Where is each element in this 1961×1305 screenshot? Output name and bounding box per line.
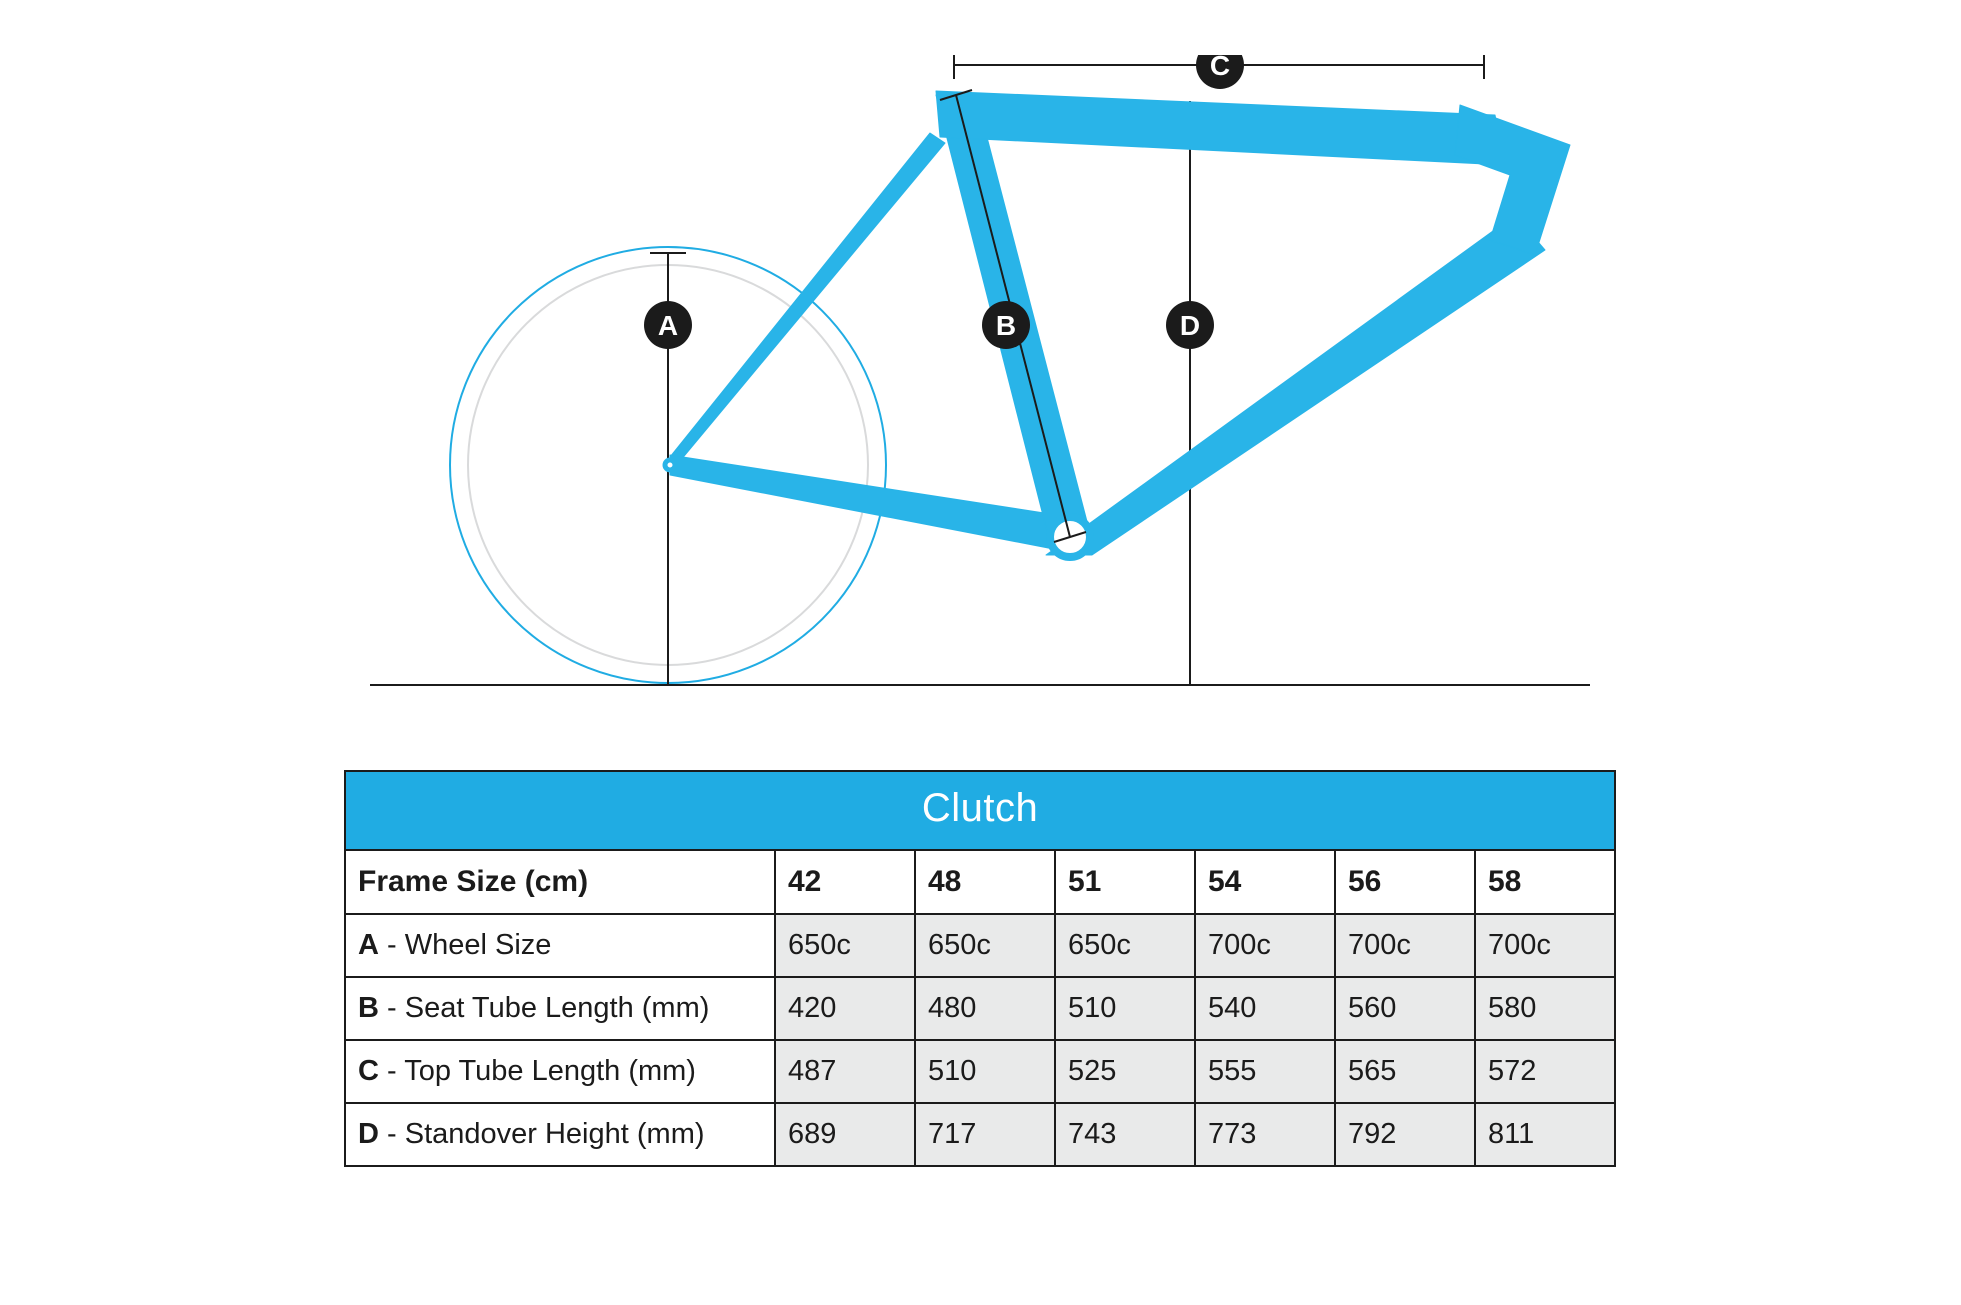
- bike-geometry-diagram: A B C D: [370, 55, 1590, 695]
- val-B-0: 420: [775, 977, 915, 1040]
- val-B-4: 560: [1335, 977, 1475, 1040]
- columns-header-label: Frame Size (cm): [345, 850, 775, 914]
- table-row: B - Seat Tube Length (mm) 420 480 510 54…: [345, 977, 1615, 1040]
- badge-B: B: [982, 301, 1030, 349]
- badge-C: C: [1196, 55, 1244, 89]
- svg-text:A: A: [658, 310, 678, 341]
- svg-text:D: D: [1180, 310, 1200, 341]
- size-col-5: 58: [1475, 850, 1615, 914]
- size-col-2: 51: [1055, 850, 1195, 914]
- val-C-0: 487: [775, 1040, 915, 1103]
- badge-D: D: [1166, 301, 1214, 349]
- table-row: A - Wheel Size 650c 650c 650c 700c 700c …: [345, 914, 1615, 977]
- geometry-table: Clutch Frame Size (cm) 42 48 51 54 56 58…: [344, 770, 1614, 1167]
- val-C-5: 572: [1475, 1040, 1615, 1103]
- size-col-0: 42: [775, 850, 915, 914]
- table-title: Clutch: [345, 771, 1615, 850]
- val-C-1: 510: [915, 1040, 1055, 1103]
- badge-A: A: [644, 301, 692, 349]
- val-D-0: 689: [775, 1103, 915, 1166]
- val-B-2: 510: [1055, 977, 1195, 1040]
- val-A-0: 650c: [775, 914, 915, 977]
- val-D-2: 743: [1055, 1103, 1195, 1166]
- val-B-1: 480: [915, 977, 1055, 1040]
- val-A-3: 700c: [1195, 914, 1335, 977]
- svg-text:B: B: [996, 310, 1016, 341]
- table-row: C - Top Tube Length (mm) 487 510 525 555…: [345, 1040, 1615, 1103]
- row-label-B: B - Seat Tube Length (mm): [345, 977, 775, 1040]
- val-D-1: 717: [915, 1103, 1055, 1166]
- val-D-4: 792: [1335, 1103, 1475, 1166]
- svg-text:C: C: [1210, 55, 1230, 81]
- size-col-3: 54: [1195, 850, 1335, 914]
- val-B-3: 540: [1195, 977, 1335, 1040]
- row-label-C: C - Top Tube Length (mm): [345, 1040, 775, 1103]
- table-row: D - Standover Height (mm) 689 717 743 77…: [345, 1103, 1615, 1166]
- row-label-A: A - Wheel Size: [345, 914, 775, 977]
- size-col-1: 48: [915, 850, 1055, 914]
- val-A-5: 700c: [1475, 914, 1615, 977]
- val-A-2: 650c: [1055, 914, 1195, 977]
- bike-frame: [663, 91, 1570, 557]
- size-col-4: 56: [1335, 850, 1475, 914]
- val-C-2: 525: [1055, 1040, 1195, 1103]
- val-C-3: 555: [1195, 1040, 1335, 1103]
- val-C-4: 565: [1335, 1040, 1475, 1103]
- row-label-D: D - Standover Height (mm): [345, 1103, 775, 1166]
- val-B-5: 580: [1475, 977, 1615, 1040]
- val-D-5: 811: [1475, 1103, 1615, 1166]
- val-D-3: 773: [1195, 1103, 1335, 1166]
- val-A-4: 700c: [1335, 914, 1475, 977]
- val-A-1: 650c: [915, 914, 1055, 977]
